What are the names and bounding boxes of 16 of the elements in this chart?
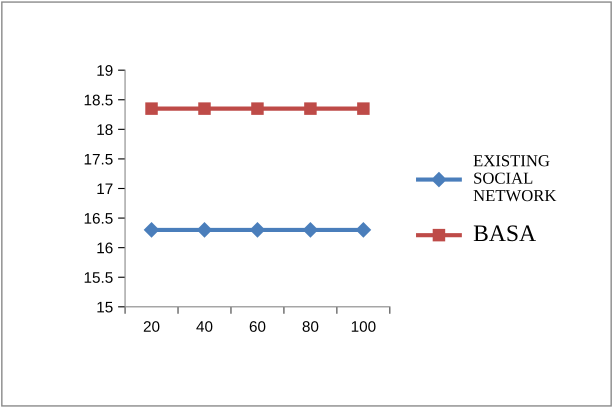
y-tick-label: 18.5	[84, 94, 113, 106]
legend-label: BASA	[474, 225, 536, 242]
x-tick-label: 20	[144, 321, 160, 332]
legend-label: EXISTING SOCIAL NETWORK	[474, 155, 556, 202]
y-tick-label: 17.5	[84, 154, 113, 165]
x-tick-label: 80	[302, 321, 318, 332]
y-tick-label: 16	[97, 242, 113, 254]
x-tick-label: 100	[352, 321, 376, 332]
y-tick-label: 17	[97, 184, 112, 194]
x-tick-label: 60	[250, 321, 266, 332]
x-tick-label: 40	[196, 321, 212, 332]
y-tick-label: 15	[97, 302, 113, 312]
y-tick-label: 16.5	[84, 212, 113, 224]
y-tick-label: 19	[97, 65, 113, 76]
y-tick-label: 18	[97, 124, 113, 136]
y-tick-label: 15.5	[84, 272, 113, 283]
